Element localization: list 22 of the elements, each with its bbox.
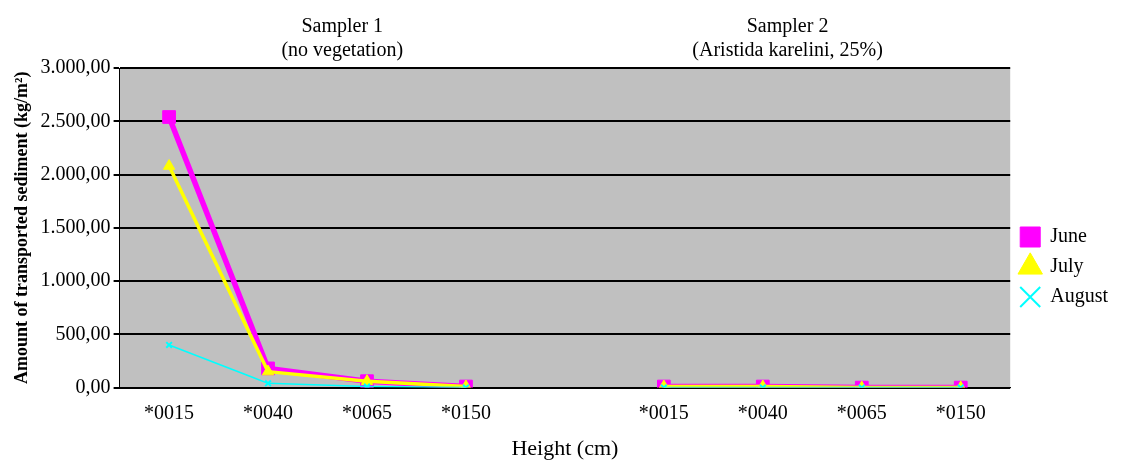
x-tick-label: *0040 <box>737 400 788 423</box>
legend-label: July <box>1050 254 1084 278</box>
x-tick-label: *0150 <box>440 400 491 423</box>
y-tick-label: 1.500,00 <box>40 215 111 238</box>
y-axis-title: Amount of transported sediment (kg/m²) <box>11 71 33 384</box>
x-tick-label: *0150 <box>935 400 986 423</box>
legend-label: August <box>1050 284 1109 308</box>
y-tick-label: 500,00 <box>55 321 111 344</box>
y-tick-label: 3.000,00 <box>40 55 111 78</box>
x-tick-label: *0065 <box>341 400 392 423</box>
text: Sampler 2 (Aristida karelini, 25%) <box>692 14 883 61</box>
x-axis-title: Height (cm) <box>511 434 619 460</box>
x-tick-label: *0015 <box>638 400 689 423</box>
legend-label: June <box>1050 224 1087 247</box>
y-tick-label: 2.000,00 <box>40 161 111 184</box>
y-tick-label: 0,00 <box>75 374 111 397</box>
y-tick-label: 1.000,00 <box>40 268 111 291</box>
x-tick-label: *0015 <box>144 400 195 423</box>
text: Sampler 1 (no vegetation) <box>281 14 404 61</box>
x-tick-label: *0065 <box>836 400 887 423</box>
x-tick-label: *0040 <box>243 400 294 423</box>
y-tick-label: 2.500,00 <box>40 108 111 131</box>
